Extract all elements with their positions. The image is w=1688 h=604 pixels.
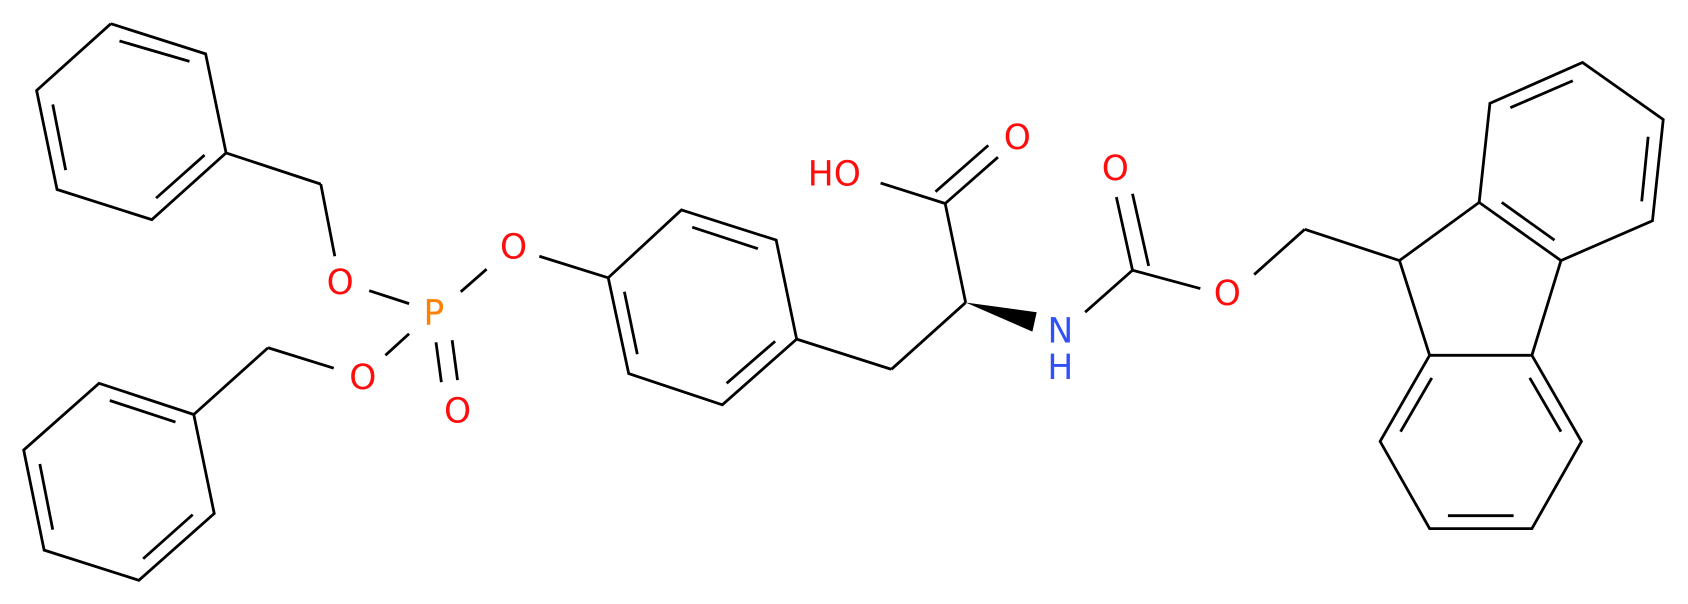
ring (1378, 354, 1584, 531)
wedge-bond (965, 302, 1037, 332)
bonds (22, 22, 1665, 582)
double-bond (623, 291, 639, 355)
bond (880, 181, 946, 205)
atom-label: O (500, 228, 527, 268)
bond (943, 203, 968, 303)
double-bond (434, 342, 443, 383)
bond (384, 332, 411, 357)
double-bond (1131, 193, 1151, 267)
double-bond (51, 104, 68, 171)
atom-labels: O P O O O HO O N H O O (327, 118, 1241, 431)
double-bond (691, 225, 759, 251)
double-bond (725, 340, 777, 385)
ring (1477, 60, 1665, 262)
double-bond (944, 156, 999, 205)
atom-label: O (1214, 274, 1241, 314)
bond (796, 337, 892, 371)
ring (35, 22, 228, 222)
atom-label: O (327, 263, 354, 303)
bond (1253, 228, 1306, 276)
double-bond (1509, 79, 1574, 109)
double-bond (934, 144, 990, 193)
double-bond (450, 340, 459, 381)
atom-label: O (1004, 118, 1031, 158)
bond (319, 183, 337, 257)
double-bond (119, 39, 190, 63)
double-bond (38, 463, 55, 530)
atom-label: N (1047, 312, 1073, 352)
bond (459, 268, 488, 293)
atom-label: O (349, 358, 376, 398)
bond (267, 346, 335, 370)
double-bond (142, 513, 194, 560)
bond (538, 254, 609, 280)
ring (1398, 200, 1563, 357)
double-bond (155, 154, 206, 200)
double-bond (1640, 136, 1650, 202)
bond (192, 346, 269, 416)
bond (368, 289, 410, 305)
bond (1304, 228, 1400, 262)
double-bond (1399, 377, 1433, 433)
atom-label: P (423, 293, 444, 333)
bond (890, 301, 967, 371)
atom-label: H (1047, 348, 1073, 388)
bond (1132, 268, 1201, 290)
bond (1084, 269, 1134, 314)
ring (22, 381, 216, 582)
double-bond (1114, 196, 1134, 271)
bond (225, 151, 322, 186)
double-bond (1528, 377, 1563, 433)
ring (606, 208, 799, 407)
atom-label: O (1102, 149, 1129, 189)
atom-label: O (444, 391, 471, 431)
atom-label: HO (808, 154, 861, 194)
double-bond (1500, 201, 1556, 242)
double-bond (109, 399, 176, 424)
